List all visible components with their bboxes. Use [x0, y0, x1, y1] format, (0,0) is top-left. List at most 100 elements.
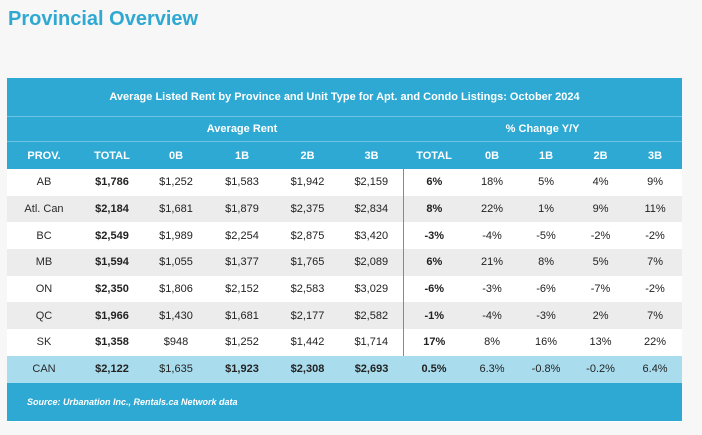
table-cell: $1,635: [143, 355, 209, 383]
table-cell: $1,583: [209, 169, 275, 196]
table-cell: -6%: [519, 275, 574, 303]
table-cell: -4%: [465, 222, 520, 250]
table-cell: $2,549: [81, 222, 143, 250]
table-cell: -0.2%: [573, 355, 629, 383]
column-header: 2B: [275, 141, 340, 169]
province-cell: Atl. Can: [7, 195, 81, 223]
group-header-spacer: [7, 117, 81, 142]
table-cell: $2,350: [81, 275, 143, 303]
table-cell: 8%: [519, 249, 574, 276]
table-cell: 6%: [402, 249, 466, 276]
table-cell: $3,029: [340, 275, 404, 303]
table-cell: $1,765: [275, 249, 340, 276]
table-cell: -2%: [573, 222, 629, 250]
column-header: 0B: [143, 141, 209, 169]
table-cell: 5%: [573, 249, 629, 276]
province-cell: SK: [7, 329, 81, 356]
table-cell: $2,583: [275, 275, 340, 303]
table-row: MB $1,594 $1,055 $1,377 $1,765 $2,089 6% 21% 8% 5…: [7, 249, 683, 276]
table-cell: 5%: [519, 169, 574, 196]
table-cell: $1,358: [81, 329, 143, 356]
table-cell: 7%: [628, 302, 683, 330]
table-cell: 16%: [519, 329, 574, 356]
table-cell: -1%: [402, 302, 466, 330]
table-cell: $2,089: [340, 249, 404, 276]
table-cell: $1,594: [81, 249, 143, 276]
table-cell: $1,879: [209, 195, 275, 223]
table-cell: 1%: [519, 195, 574, 223]
table-row: AB $1,786 $1,252 $1,583 $1,942 $2,159 6% 18% 5% 4…: [7, 169, 683, 196]
table-cell: $1,681: [209, 302, 275, 330]
table-cell: $1,055: [143, 249, 209, 276]
table-cell: -4%: [465, 302, 520, 330]
table-cell: -3%: [519, 302, 574, 330]
table-cell: -3%: [402, 222, 466, 250]
table-row: QC $1,966 $1,430 $1,681 $2,177 $2,582 -1% -4% -3…: [7, 302, 683, 330]
province-cell: AB: [7, 169, 81, 196]
column-header: 3B: [628, 141, 683, 169]
table-cell: $1,806: [143, 275, 209, 303]
table-cell: $2,184: [81, 195, 143, 223]
table-cell: 22%: [628, 329, 683, 356]
rent-table-card: Average Listed Rent by Province and Unit…: [7, 78, 683, 422]
table-cell: 18%: [465, 169, 520, 196]
table-cell: 8%: [402, 195, 466, 223]
table-cell: -5%: [519, 222, 574, 250]
table-cell: 17%: [402, 329, 466, 356]
column-header: PROV.: [7, 141, 81, 169]
table-row: SK $1,358 $948 $1,252 $1,442 $1,714 17% 8% 16% 13…: [7, 329, 683, 356]
table-cell: 0.5%: [403, 355, 466, 383]
table-cell: 9%: [573, 195, 629, 223]
column-header: 1B: [209, 141, 275, 169]
column-header: 2B: [573, 141, 629, 169]
table-cell: $2,693: [340, 355, 404, 383]
table-row: BC $2,549 $1,989 $2,254 $2,875 $3,420 -3% -4% -5…: [7, 222, 683, 250]
province-cell: QC: [7, 302, 81, 330]
province-cell: CAN: [7, 355, 81, 383]
table-cell: $3,420: [340, 222, 404, 250]
table-cell: 6%: [402, 169, 466, 196]
table-cell: $1,430: [143, 302, 209, 330]
table-cell: $1,942: [275, 169, 340, 196]
table-cell: 6.4%: [628, 355, 683, 383]
table-cell: $1,966: [81, 302, 143, 330]
column-header: 3B: [340, 141, 404, 169]
table-cell: 9%: [628, 169, 683, 196]
table-row: Atl. Can $2,184 $1,681 $1,879 $2,375 $2,834 8%…: [7, 195, 683, 223]
table-cell: $2,122: [81, 355, 143, 383]
table-cell: 13%: [573, 329, 629, 356]
table-cell: $1,442: [275, 329, 340, 356]
table-cell: $2,834: [340, 195, 404, 223]
table-cell: 7%: [628, 249, 683, 276]
table-cell: $2,159: [340, 169, 404, 196]
province-cell: BC: [7, 222, 81, 250]
source-note: Source: Urbanation Inc., Rentals.ca Netw…: [7, 382, 682, 421]
table-cell: 6.3%: [465, 355, 520, 383]
column-header: 0B: [465, 141, 520, 169]
table-cell: $1,786: [81, 169, 143, 196]
table-cell: -2%: [628, 222, 683, 250]
table-cell: -7%: [573, 275, 629, 303]
table-cell: 8%: [465, 329, 520, 356]
column-header: TOTAL: [81, 141, 143, 169]
group-header-row: Average Rent % Change Y/Y: [7, 117, 683, 142]
table-cell: -2%: [628, 275, 683, 303]
page-title: Provincial Overview: [8, 8, 199, 30]
rent-table: Average Rent % Change Y/Y PROV. TOTAL 0B 1B…: [7, 117, 683, 383]
table-cell: $1,252: [143, 169, 209, 196]
table-cell: $1,714: [340, 329, 404, 356]
table-cell: 22%: [465, 195, 520, 223]
table-cell: $2,875: [275, 222, 340, 250]
table-row: CAN $2,122 $1,635 $1,923 $2,308 $2,693 0.5% 6.3…: [7, 355, 683, 383]
province-cell: ON: [7, 275, 81, 303]
table-cell: -6%: [402, 275, 466, 303]
table-caption: Average Listed Rent by Province and Unit…: [7, 78, 682, 117]
table-cell: 4%: [573, 169, 629, 196]
table-row: ON $2,350 $1,806 $2,152 $2,583 $3,029 -6% -3% -6…: [7, 275, 683, 303]
table-cell: 21%: [465, 249, 520, 276]
group-header-average-rent: Average Rent: [81, 117, 404, 142]
table-cell: 2%: [573, 302, 629, 330]
table-cell: $1,252: [209, 329, 275, 356]
table-cell: $2,254: [209, 222, 275, 250]
column-header: 1B: [519, 141, 574, 169]
